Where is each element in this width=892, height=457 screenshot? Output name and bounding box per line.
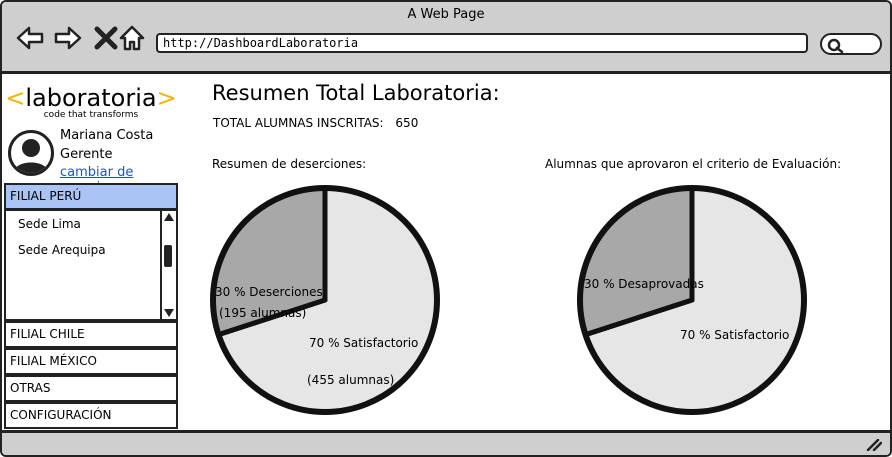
- filial-peru-subpanel: Sede Lima Sede Arequipa: [4, 209, 178, 321]
- browser-statusbar: [2, 430, 890, 455]
- pie-2-label-2-1: 70 % Satisfactorio: [680, 328, 789, 342]
- chart-2-title: Alumnas que aprovaron el criterio de Eva…: [545, 157, 842, 171]
- pie-2-outline: [577, 185, 807, 415]
- page-title: Resumen Total Laboratoria:: [212, 81, 500, 105]
- scroll-thumb[interactable]: [164, 245, 172, 267]
- scroll-down-icon[interactable]: [163, 308, 175, 318]
- close-x-icon[interactable]: [92, 24, 120, 52]
- avatar: [8, 130, 54, 176]
- pie-1-label-1-2: (195 alumnas): [219, 306, 306, 320]
- pie-chart-deserciones: 30 % Deserciones (195 alumnas) 70 % Satisf…: [210, 185, 440, 415]
- subpanel-scrollbar[interactable]: [160, 211, 176, 319]
- forward-arrow-icon[interactable]: [54, 24, 82, 52]
- total-enrolled: TOTAL ALUMNAS INSCRITAS: 650: [213, 116, 418, 130]
- sidebar-item-otras[interactable]: OTRAS: [4, 375, 178, 402]
- browser-titlebar: A Web Page http://DashboardLaboratoria: [2, 2, 890, 74]
- pie-2-label-1-1: 30 % Desaprovadas: [584, 277, 704, 291]
- home-icon[interactable]: [118, 24, 146, 52]
- sidebar-item-filial-chile[interactable]: FILIAL CHILE: [4, 321, 178, 348]
- user-name: Mariana Costa: [60, 128, 154, 143]
- back-arrow-icon[interactable]: [16, 24, 44, 52]
- laboratoria-logo: <laboratoria> code that transforms: [5, 84, 177, 120]
- sidebar: <laboratoria> code that transforms Maria…: [4, 78, 178, 429]
- search-icon: [827, 38, 844, 53]
- resize-grip-icon[interactable]: [866, 439, 882, 451]
- scroll-up-icon[interactable]: [163, 212, 175, 222]
- user-avatar-icon: [13, 139, 49, 173]
- pie-1-label-1-1: 30 % Deserciones: [215, 285, 323, 299]
- pie-1-outline: [210, 185, 440, 415]
- address-bar[interactable]: http://DashboardLaboratoria: [156, 33, 808, 53]
- chart-1-title: Resumen de deserciones:: [212, 157, 367, 171]
- sidebar-subitem-sede-arequipa[interactable]: Sede Arequipa: [18, 243, 106, 257]
- pie-1-label-2-2: (455 alumnas): [307, 373, 394, 387]
- sidebar-item-configuracion[interactable]: CONFIGURACIÓN: [4, 402, 178, 429]
- total-enrolled-label: TOTAL ALUMNAS INSCRITAS:: [213, 116, 384, 130]
- window-title: A Web Page: [407, 7, 485, 22]
- total-enrolled-value: 650: [395, 116, 419, 130]
- user-role: Gerente: [60, 147, 113, 162]
- pie-chart-evaluacion: 30 % Desaprovadas 70 % Satisfactorio: [577, 185, 807, 415]
- search-box[interactable]: [820, 33, 882, 55]
- sidebar-item-filial-mexico[interactable]: FILIAL MÉXICO: [4, 348, 178, 375]
- sidebar-subitem-sede-lima[interactable]: Sede Lima: [18, 217, 81, 231]
- sidebar-item-filial-peru[interactable]: FILIAL PERÚ: [4, 183, 178, 210]
- pie-1-label-2-1: 70 % Satisfactorio: [309, 336, 418, 350]
